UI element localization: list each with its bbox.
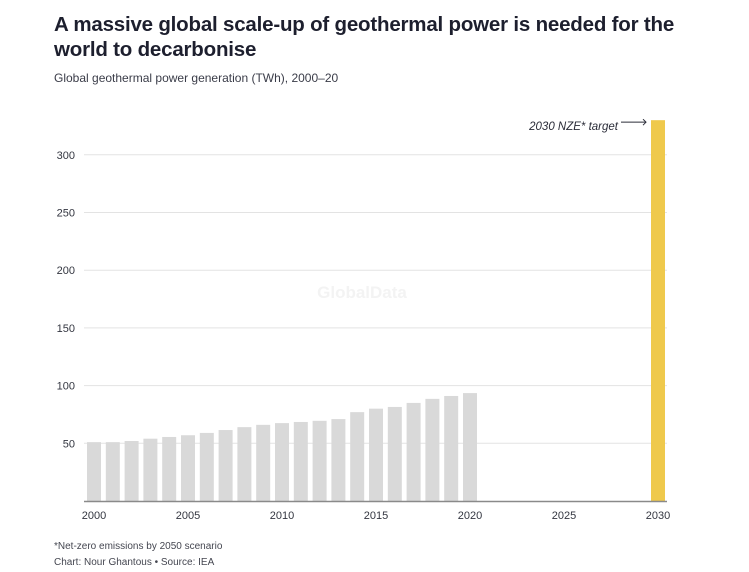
bar-2014 xyxy=(350,412,365,501)
annotation-label: 2030 NZE* target xyxy=(528,121,619,133)
x-tick-label: 2025 xyxy=(552,510,576,522)
target-annotation: 2030 NZE* target xyxy=(528,118,647,133)
x-axis-ticks: 2000 2005 2010 2015 2020 2025 2030 xyxy=(82,510,670,522)
x-tick-label: 2000 xyxy=(82,510,106,522)
bar-2019 xyxy=(444,395,459,501)
y-tick-label: 200 xyxy=(57,265,75,277)
x-tick-label: 2020 xyxy=(458,510,482,522)
bar-2011 xyxy=(293,421,308,501)
x-tick-label: 2005 xyxy=(176,510,200,522)
bar-2006 xyxy=(199,432,214,501)
bar-2003 xyxy=(143,438,158,501)
bar-2013 xyxy=(331,419,346,501)
bar-2000 xyxy=(87,442,101,501)
y-tick-label: 100 xyxy=(57,381,75,393)
y-tick-label: 250 xyxy=(57,208,75,220)
bar-2001 xyxy=(105,442,120,501)
target-bar-2030 xyxy=(651,120,665,502)
footnote: *Net-zero emissions by 2050 scenario xyxy=(54,541,223,552)
y-axis-ticks: 50 100 150 200 250 300 xyxy=(57,150,75,450)
bar-2020 xyxy=(463,393,477,501)
chart-title: A massive global scale-up of geothermal … xyxy=(54,13,675,61)
y-tick-label: 300 xyxy=(57,150,75,162)
y-tick-label: 50 xyxy=(63,438,75,450)
bar-2017 xyxy=(406,402,421,501)
x-tick-label: 2030 xyxy=(646,510,670,522)
bar-2004 xyxy=(162,436,177,501)
bar-2010 xyxy=(275,423,289,501)
bar-2015 xyxy=(369,408,383,501)
x-tick-label: 2010 xyxy=(270,510,294,522)
bar-2016 xyxy=(387,406,402,501)
bars xyxy=(87,120,665,502)
watermark: GlobalData xyxy=(317,283,407,302)
annotation-arrow-head xyxy=(642,118,647,126)
bar-2007 xyxy=(218,430,233,501)
bar-2009 xyxy=(256,424,271,501)
bar-2002 xyxy=(124,440,139,501)
chart-subtitle: Global geothermal power generation (TWh)… xyxy=(54,71,339,85)
bar-2008 xyxy=(237,427,252,501)
y-tick-label: 150 xyxy=(57,323,75,335)
x-tick-label: 2015 xyxy=(364,510,388,522)
bar-2018 xyxy=(425,398,440,501)
bar-2012 xyxy=(312,420,327,501)
bar-2005 xyxy=(181,435,195,501)
source-credit: Chart: Nour Ghantous • Source: IEA xyxy=(54,557,215,568)
